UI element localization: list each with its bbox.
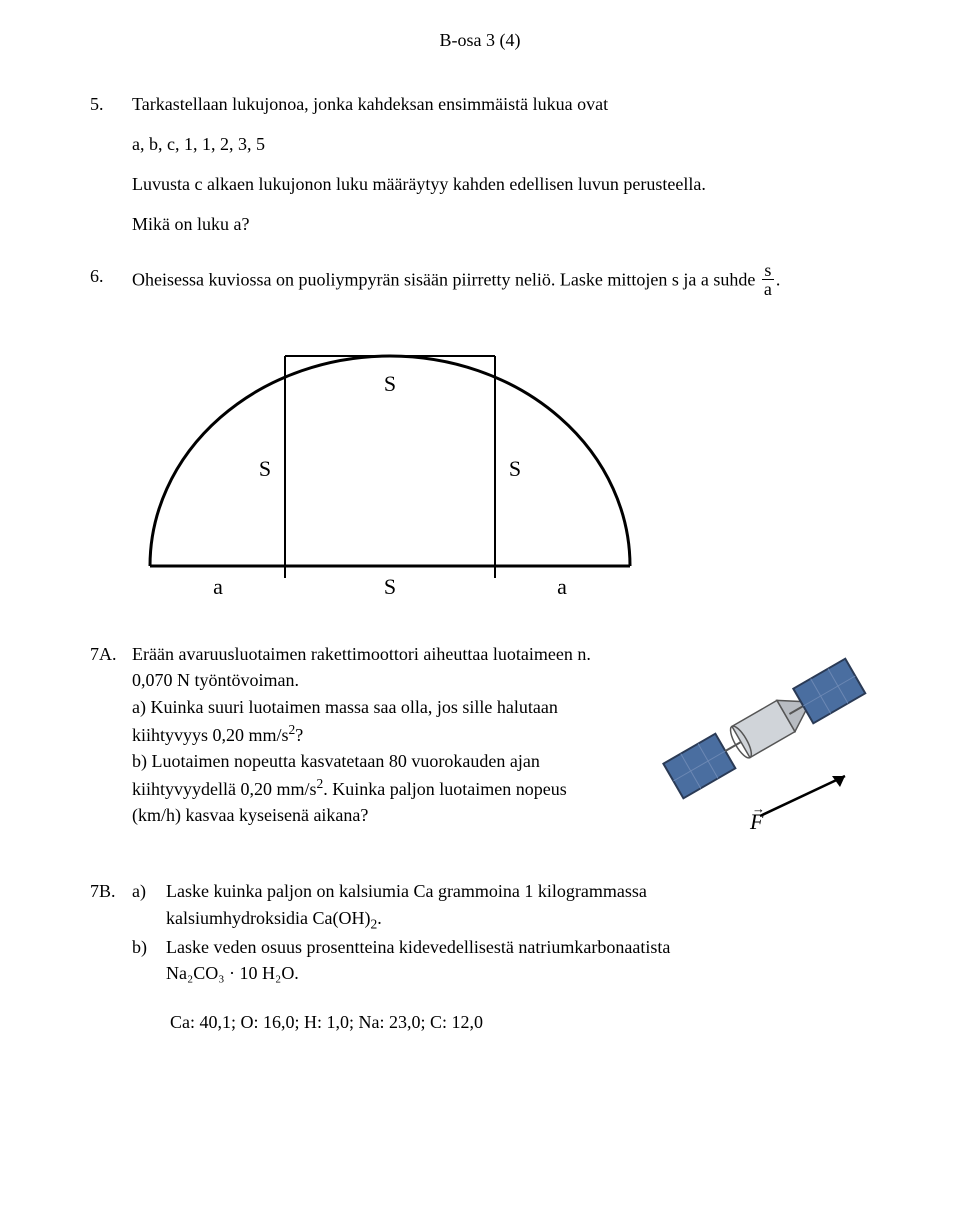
p7a-l6-before: kiihtyvyydellä 0,20 mm/s xyxy=(132,779,317,799)
p7b-b-l2: Na₂CO₃ · 10 H₂O. xyxy=(166,960,670,986)
problem-6: 6. Oheisessa kuviossa on puoliympyrän si… xyxy=(90,263,870,300)
p7a-l6: kiihtyvyydellä 0,20 mm/s2. Kuinka paljon… xyxy=(132,774,630,802)
page-header: B-osa 3 (4) xyxy=(90,30,870,51)
problem-7b-number: 7B. xyxy=(90,878,132,985)
part-a-key: a) xyxy=(132,878,166,933)
page-root: B-osa 3 (4) 5. Tarkastellaan lukujonoa, … xyxy=(0,0,960,1215)
problem-6-diagram: S S S S a a xyxy=(130,326,870,611)
problem-7b: 7B. a) Laske kuinka paljon on kalsiumia … xyxy=(90,878,870,985)
p7b-a-l2: kalsiumhydroksidia Ca(OH)2. xyxy=(166,905,647,934)
problem-7b-part-a: a) Laske kuinka paljon on kalsiumia Ca g… xyxy=(132,878,870,933)
problem-5: 5. Tarkastellaan lukujonoa, jonka kahdek… xyxy=(90,91,870,237)
satellite-figure: → F xyxy=(650,641,870,848)
p7b-a-l1: Laske kuinka paljon on kalsiumia Ca gram… xyxy=(166,878,647,904)
force-label: F xyxy=(749,809,764,834)
label-s-left: S xyxy=(259,456,271,481)
p7b-b-l1: Laske veden osuus prosentteina kidevedel… xyxy=(166,934,670,960)
p7a-l5: b) Luotaimen nopeutta kasvatetaan 80 vuo… xyxy=(132,748,630,774)
problem-7a-text: Erään avaruusluotaimen rakettimoottori a… xyxy=(132,641,650,828)
label-s-bottom: S xyxy=(384,574,396,599)
fraction-numerator: s xyxy=(762,261,774,279)
p7a-l6-after: . Kuinka paljon luotaimen nopeus xyxy=(323,779,566,799)
p7a-l4-before: kiihtyvyys 0,20 mm/s xyxy=(132,725,289,745)
problem-6-body: Oheisessa kuviossa on puoliympyrän sisää… xyxy=(132,263,870,300)
part-b-text: Laske veden osuus prosentteina kidevedel… xyxy=(166,934,670,986)
label-a-left: a xyxy=(213,574,223,599)
problem-7a-number: 7A. xyxy=(90,641,132,848)
problem-5-body: Tarkastellaan lukujonoa, jonka kahdeksan… xyxy=(132,91,870,237)
part-a-text: Laske kuinka paljon on kalsiumia Ca gram… xyxy=(166,878,647,933)
p7a-l1: Erään avaruusluotaimen rakettimoottori a… xyxy=(132,641,630,667)
problem-5-number: 5. xyxy=(90,91,132,237)
part-b-key: b) xyxy=(132,934,166,986)
problem-5-sequence: a, b, c, 1, 1, 2, 3, 5 xyxy=(132,131,870,157)
p7a-l7: (km/h) kasvaa kyseisenä aikana? xyxy=(132,802,630,828)
problem-6-number: 6. xyxy=(90,263,132,300)
fraction-denominator: a xyxy=(762,279,774,298)
problem-6-text-before: Oheisessa kuviossa on puoliympyrän sisää… xyxy=(132,270,760,290)
problem-5-line3: Mikä on luku a? xyxy=(132,211,870,237)
semicircle-square-svg: S S S S a a xyxy=(130,326,650,606)
problem-7b-body: a) Laske kuinka paljon on kalsiumia Ca g… xyxy=(132,878,870,985)
p7b-a-l2-before: kalsiumhydroksidia Ca(OH) xyxy=(166,908,370,928)
problem-5-line2: Luvusta c alkaen lukujonon luku määräyty… xyxy=(132,171,870,197)
label-a-right: a xyxy=(557,574,567,599)
force-vector-line xyxy=(760,776,845,816)
problem-5-line1: Tarkastellaan lukujonoa, jonka kahdeksan… xyxy=(132,91,870,117)
satellite-svg: → F xyxy=(650,641,870,841)
problem-7a: 7A. Erään avaruusluotaimen rakettimootto… xyxy=(90,641,870,848)
atomic-masses-footer: Ca: 40,1; O: 16,0; H: 1,0; Na: 23,0; C: … xyxy=(170,1012,870,1033)
p7a-l3: a) Kuinka suuri luotaimen massa saa olla… xyxy=(132,694,630,720)
problem-6-text-after: . xyxy=(776,270,781,290)
p7a-l4-after: ? xyxy=(295,725,303,745)
problem-6-fraction: sa xyxy=(762,261,774,298)
p7a-l2: 0,070 N työntövoiman. xyxy=(132,667,630,693)
problem-7a-body: Erään avaruusluotaimen rakettimoottori a… xyxy=(132,641,870,848)
problem-7b-part-b: b) Laske veden osuus prosentteina kideve… xyxy=(132,934,870,986)
label-s-right: S xyxy=(509,456,521,481)
p7b-a-l2-after: . xyxy=(377,908,382,928)
p7a-l4: kiihtyvyys 0,20 mm/s2? xyxy=(132,720,630,748)
label-s-top: S xyxy=(384,371,396,396)
